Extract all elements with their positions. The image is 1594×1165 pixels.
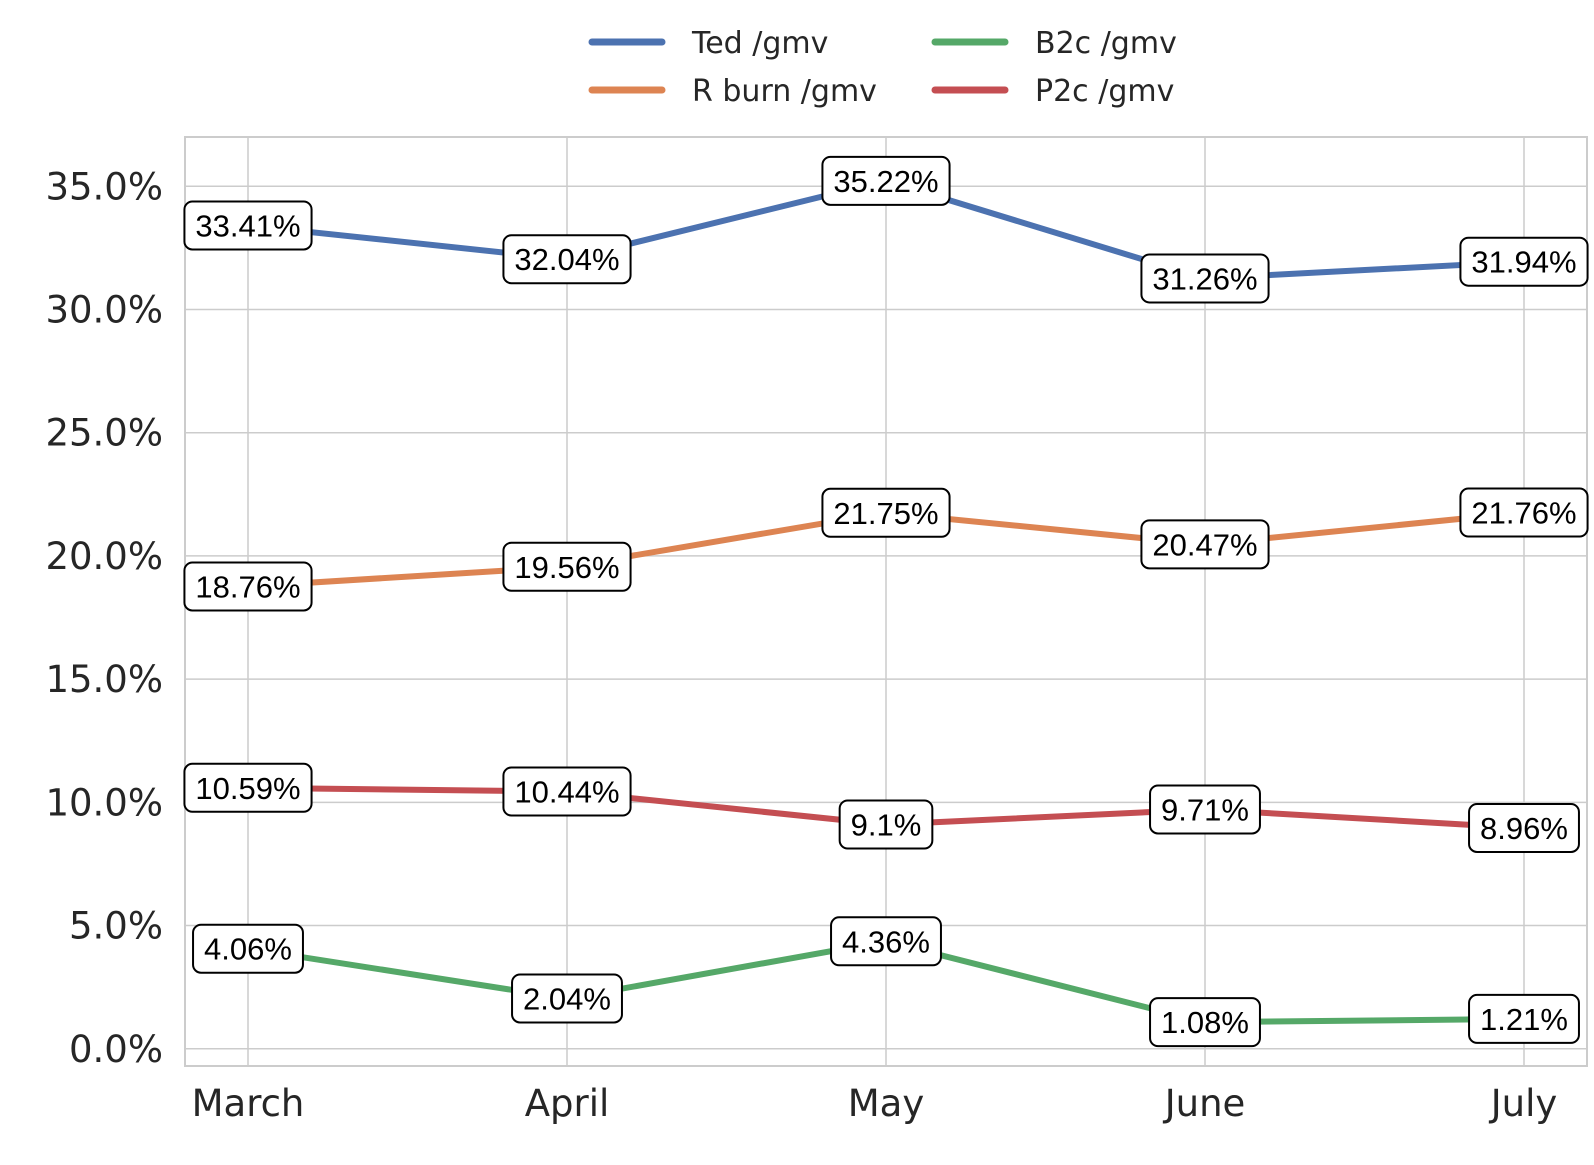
data-label: 21.75% <box>821 487 951 538</box>
data-label-text: 18.76% <box>195 569 300 604</box>
data-label-text: 21.75% <box>833 496 938 531</box>
legend: Ted /gmv R burn /gmv B2c /gmv P2c /gmv <box>588 26 1177 109</box>
data-label: 35.22% <box>821 155 951 206</box>
legend-item: B2c /gmv <box>931 26 1177 61</box>
data-label-text: 21.76% <box>1471 496 1576 531</box>
y-tick-label: 5.0% <box>69 905 163 948</box>
data-label: 4.06% <box>192 923 304 974</box>
x-tick-label: May <box>848 1082 925 1125</box>
legend-item: Ted /gmv <box>588 26 828 61</box>
data-label: 33.41% <box>183 200 313 251</box>
data-label: 9.71% <box>1149 784 1261 835</box>
data-label: 10.44% <box>502 766 632 817</box>
data-label: 8.96% <box>1468 802 1580 853</box>
legend-label: Ted /gmv <box>691 26 828 61</box>
data-label: 31.26% <box>1140 253 1270 304</box>
data-label-text: 8.96% <box>1480 811 1568 846</box>
y-tick-label: 30.0% <box>45 288 163 331</box>
data-label-text: 20.47% <box>1152 527 1257 562</box>
y-tick-label: 10.0% <box>45 781 163 824</box>
data-label: 31.94% <box>1459 236 1589 287</box>
legend-label: R burn /gmv <box>692 74 877 109</box>
data-label-text: 32.04% <box>514 242 619 277</box>
data-label-text: 4.36% <box>842 924 930 959</box>
data-label: 21.76% <box>1459 487 1589 538</box>
data-label: 10.59% <box>183 762 313 813</box>
legend-label: B2c /gmv <box>1035 26 1177 61</box>
legend-item: R burn /gmv <box>588 74 877 109</box>
data-label-text: 1.21% <box>1480 1002 1568 1037</box>
data-label: 9.1% <box>838 799 934 850</box>
x-tick-label: April <box>525 1082 610 1125</box>
x-tick-label: June <box>1163 1082 1246 1125</box>
data-label: 1.21% <box>1468 993 1580 1044</box>
data-label-text: 9.1% <box>851 808 922 843</box>
data-label: 20.47% <box>1140 519 1270 570</box>
data-label: 19.56% <box>502 541 632 592</box>
data-label-text: 9.71% <box>1161 792 1249 827</box>
data-label-text: 31.94% <box>1471 245 1576 280</box>
data-label: 32.04% <box>502 234 632 285</box>
legend-label: P2c /gmv <box>1035 74 1174 109</box>
data-label-text: 31.26% <box>1152 261 1257 296</box>
y-axis-ticks: 0.0% 5.0% 10.0% 15.0% 20.0% 25.0% 30.0% 35.0% <box>45 165 163 1070</box>
data-label: 2.04% <box>511 973 623 1024</box>
y-tick-label: 20.0% <box>45 535 163 578</box>
data-label-text: 10.59% <box>195 771 300 806</box>
data-label-text: 1.08% <box>1161 1005 1249 1040</box>
data-label-text: 19.56% <box>514 550 619 585</box>
data-label: 4.36% <box>830 916 942 967</box>
y-tick-label: 0.0% <box>69 1028 163 1071</box>
x-axis-ticks: March April May June July <box>192 1082 1558 1125</box>
data-labels: 33.41% 32.04% 35.22% 31.26% 31.94% 18.76% 19.5… <box>183 155 1589 1048</box>
data-label-text: 35.22% <box>833 164 938 199</box>
x-tick-label: July <box>1489 1082 1558 1125</box>
y-tick-label: 15.0% <box>45 658 163 701</box>
data-label-text: 2.04% <box>523 981 611 1016</box>
data-label-text: 10.44% <box>514 774 619 809</box>
legend-item: P2c /gmv <box>931 74 1174 109</box>
y-tick-label: 35.0% <box>45 165 163 208</box>
data-label: 18.76% <box>183 561 313 612</box>
y-tick-label: 25.0% <box>45 412 163 455</box>
data-label: 1.08% <box>1149 997 1261 1048</box>
data-label-text: 4.06% <box>204 932 292 967</box>
data-label-text: 33.41% <box>195 208 300 243</box>
x-tick-label: March <box>192 1082 305 1125</box>
